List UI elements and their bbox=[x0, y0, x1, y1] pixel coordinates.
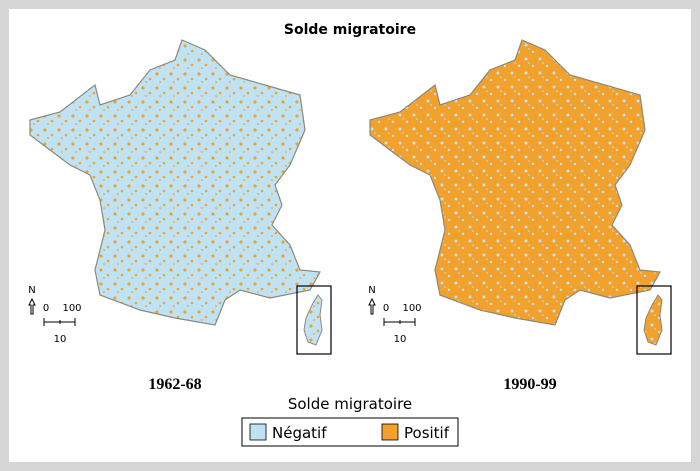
north: N bbox=[28, 285, 35, 296]
scale-start: 0 bbox=[383, 303, 389, 314]
period-label: 1962-68 bbox=[148, 376, 201, 393]
scale-start: 0 bbox=[43, 303, 49, 314]
map-1962: N 0 100 10 1962-68 bbox=[28, 39, 332, 393]
period-label: 1990-99 bbox=[503, 376, 556, 393]
north: N bbox=[368, 285, 375, 296]
scale-step: 10 bbox=[394, 334, 407, 345]
scale-end: 100 bbox=[62, 303, 81, 314]
legend-item: Positif bbox=[404, 424, 450, 442]
scale-end: 100 bbox=[402, 303, 421, 314]
legend-swatch bbox=[381, 423, 399, 441]
legend-swatch bbox=[249, 423, 267, 441]
legend-box bbox=[241, 417, 459, 447]
legend-title: Solde migratoire bbox=[288, 395, 412, 413]
legend-item: Négatif bbox=[272, 424, 327, 442]
scale-step: 10 bbox=[54, 334, 67, 345]
map-1990: N 0 100 10 1990-99 bbox=[368, 39, 672, 393]
title: Solde migratoire bbox=[284, 22, 416, 38]
